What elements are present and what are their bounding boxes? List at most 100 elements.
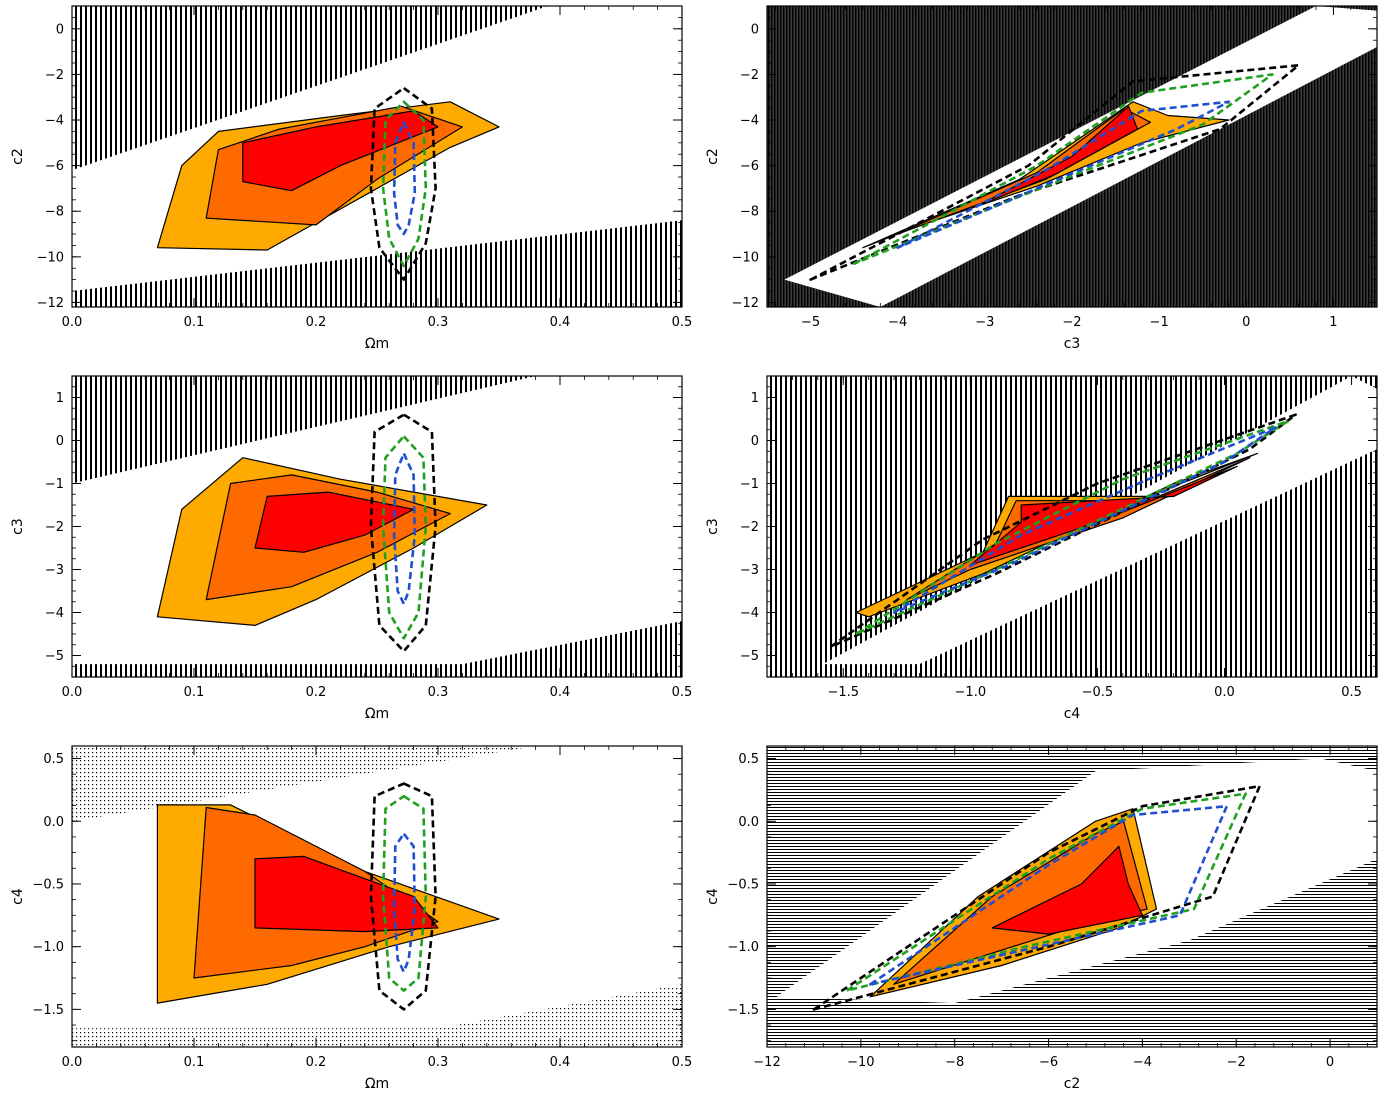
x-tick-label: 0.3: [428, 685, 449, 700]
x-tick-label: 0.1: [184, 315, 205, 330]
y-tick-label: −1: [740, 477, 759, 492]
y-tick-label: −1.0: [727, 940, 759, 955]
confidence-contour-3: [991, 845, 1144, 935]
y-tick-label: −6: [45, 159, 64, 174]
x-tick-label: 0.0: [62, 315, 83, 330]
y-axis-label: c3: [10, 518, 26, 535]
x-tick-label: −1.5: [827, 685, 859, 700]
x-tick-label: 0.5: [1341, 685, 1362, 700]
y-tick-label: 0: [56, 434, 64, 449]
x-tick-label: 0.2: [306, 1055, 327, 1070]
x-tick-label: 0.4: [550, 315, 571, 330]
panel-c4-c3: −1.5 −1.0 −0.5 0.0 0.5 −5 −4 −3 −2 −1 0 1 c4 c3: [705, 375, 1378, 722]
dashed-contour-2: [381, 100, 428, 268]
y-tick-label: −1.5: [727, 1003, 759, 1018]
plot-area: [72, 6, 682, 307]
plot-area: [767, 746, 1377, 1047]
y-tick-label: 0: [751, 22, 759, 37]
y-tick-label: −2: [740, 520, 759, 535]
x-tick-label: 0.5: [672, 1055, 693, 1070]
y-tick-label: −5: [45, 649, 64, 664]
y-axis-label: c2: [705, 148, 721, 165]
x-tick-label: 0.0: [62, 1055, 83, 1070]
y-tick-label: −8: [740, 205, 759, 220]
panel-c2-c4: −12 −10 −8 −6 −4 −2 0 −1.5 −1.0 −0.5 0.0 0.5 c2 c4: [705, 745, 1378, 1092]
dashed-contour-2: [381, 794, 428, 992]
y-tick-label: −12: [732, 296, 759, 311]
y-tick-label: −4: [740, 606, 759, 621]
y-tick-label: −2: [45, 520, 64, 535]
y-tick-label: −3: [740, 563, 759, 578]
y-tick-label: −0.5: [32, 877, 64, 892]
y-tick-label: 0.5: [738, 752, 759, 767]
y-tick-label: −5: [740, 649, 759, 664]
y-tick-label: −1.0: [32, 940, 64, 955]
x-tick-label: 1: [1329, 315, 1337, 330]
x-tick-label: −1: [1150, 315, 1169, 330]
y-tick-label: 1: [56, 391, 64, 406]
x-tick-label: 0.0: [62, 685, 83, 700]
panel-omega-c4: 0.0 0.1 0.2 0.3 0.4 0.5 −1.5 −1.0 −0.5 0.0 0.5 Ωm c4: [10, 745, 693, 1092]
x-tick-label: −4: [1133, 1055, 1152, 1070]
dashed-contour-3: [868, 804, 1229, 986]
x-tick-label: 0: [1242, 315, 1250, 330]
confidence-contour-2: [897, 107, 1152, 235]
x-tick-label: −3: [975, 315, 994, 330]
x-tick-label: 0.3: [428, 1055, 449, 1070]
x-tick-label: 0.4: [550, 1055, 571, 1070]
confidence-contour-3: [969, 465, 1238, 566]
x-tick-label: 0.5: [672, 685, 693, 700]
x-tick-label: −4: [888, 315, 907, 330]
y-tick-label: −4: [740, 114, 759, 129]
dashed-contour-1: [369, 86, 437, 281]
y-tick-label: −10: [37, 250, 64, 265]
dashed-contour-2: [381, 434, 428, 640]
y-tick-label: −0.5: [727, 877, 759, 892]
x-tick-label: −10: [847, 1055, 874, 1070]
dashed-contour-1: [812, 784, 1261, 1011]
panel-omega-c3: 0.0 0.1 0.2 0.3 0.4 0.5 −5 −4 −3 −2 −1 0 1 Ωm c3: [10, 375, 693, 722]
x-axis-label: Ωm: [365, 1076, 389, 1092]
y-tick-label: −1: [45, 477, 64, 492]
y-tick-label: −10: [732, 250, 759, 265]
y-axis-label: c4: [705, 888, 721, 905]
x-tick-label: −1.0: [955, 685, 987, 700]
y-tick-label: 0.5: [43, 752, 64, 767]
x-tick-label: 0.2: [306, 315, 327, 330]
y-axis-label: c3: [705, 518, 721, 535]
plot-area: [72, 746, 682, 1047]
x-tick-label: 0.3: [428, 315, 449, 330]
y-tick-label: 0.0: [43, 815, 64, 830]
dashed-contour-3: [896, 100, 1231, 249]
x-tick-label: −8: [945, 1055, 964, 1070]
dashed-contour-1: [369, 782, 437, 1011]
y-tick-label: 1: [751, 391, 759, 406]
confidence-contour-3: [242, 110, 439, 192]
plot-frame: [71, 745, 683, 1048]
y-tick-label: −3: [45, 563, 64, 578]
plot-area: [767, 376, 1377, 677]
y-tick-label: 0: [56, 22, 64, 37]
dashed-contour-3: [392, 832, 417, 974]
y-tick-label: −4: [45, 114, 64, 129]
y-tick-label: −6: [740, 159, 759, 174]
dashed-contour-1: [829, 413, 1297, 649]
dashed-contour-3: [392, 452, 417, 606]
y-tick-label: −8: [45, 205, 64, 220]
x-tick-label: 0.1: [184, 1055, 205, 1070]
y-tick-label: 0: [751, 434, 759, 449]
y-tick-label: −1.5: [32, 1003, 64, 1018]
dashed-contour-2: [845, 792, 1247, 992]
plot-area: [72, 376, 682, 677]
x-tick-label: −2: [1227, 1055, 1246, 1070]
plot-frame: [71, 5, 683, 308]
x-tick-label: 0: [1326, 1055, 1334, 1070]
x-axis-label: c2: [1064, 1076, 1081, 1092]
dashed-contour-2: [854, 419, 1290, 636]
y-tick-label: −12: [37, 296, 64, 311]
x-tick-label: −5: [801, 315, 820, 330]
dashed-contour-3: [892, 426, 1277, 614]
x-tick-label: 0.4: [550, 685, 571, 700]
